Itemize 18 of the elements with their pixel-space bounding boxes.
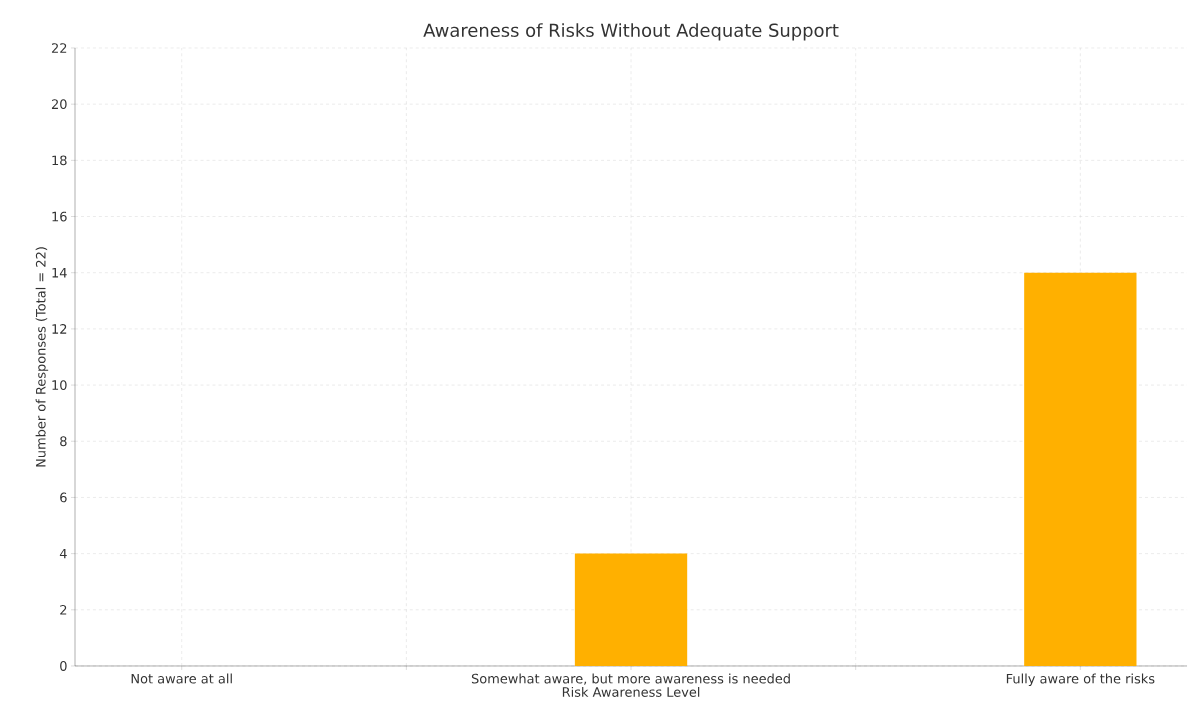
x-axis-title: Risk Awareness Level bbox=[562, 686, 700, 697]
y-tick-label: 4 bbox=[59, 548, 67, 559]
y-tick-label: 8 bbox=[60, 436, 67, 447]
y-tick-label: 10 bbox=[52, 380, 67, 390]
y-tick-label: 20 bbox=[51, 99, 67, 110]
y-tick-label: 18 bbox=[52, 155, 67, 166]
y-tick-label: 14 bbox=[52, 268, 67, 278]
y-tick-label: 16 bbox=[52, 211, 67, 222]
x-tick-label: Not aware at all bbox=[131, 673, 232, 684]
y-tick-label: 2 bbox=[60, 605, 67, 615]
x-tick-label: Fully aware of the risks bbox=[1006, 673, 1155, 687]
y-tick-label: 12 bbox=[52, 324, 67, 334]
y-axis-title: Number of Responses (Total = 22) bbox=[35, 247, 49, 467]
chart-title: Awareness of Risks Without Adequate Support bbox=[423, 23, 839, 41]
y-tick-label: 22 bbox=[51, 43, 67, 53]
y-tick-label: 0 bbox=[60, 661, 67, 671]
y-tick-label: 6 bbox=[60, 492, 67, 503]
x-tick-label: Somewhat aware, but more awareness is needed bbox=[471, 673, 790, 685]
